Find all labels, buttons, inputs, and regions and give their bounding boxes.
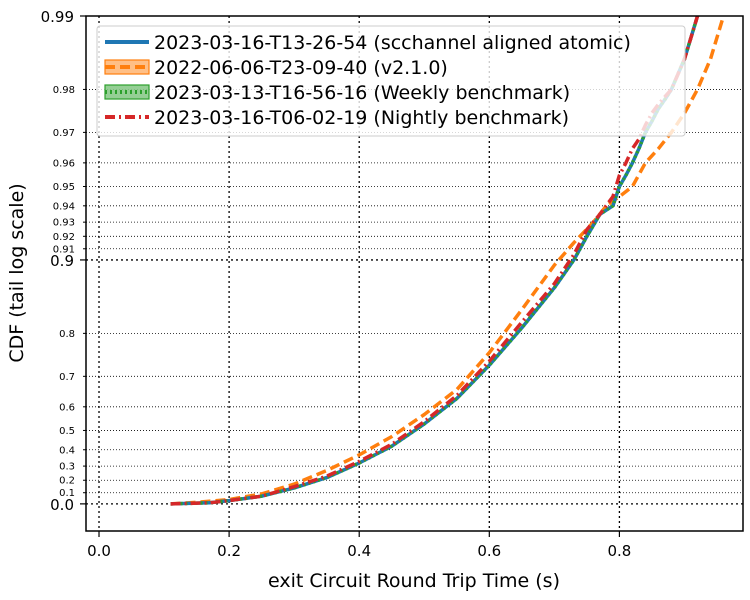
- y-minor-tick-label: 0.91: [53, 244, 75, 255]
- y-minor-tick-label: 0.95: [53, 182, 75, 193]
- y-minor-tick-label: 0.92: [53, 232, 75, 243]
- legend-label: 2023-03-16-T13-26-54 (scchannel aligned …: [154, 32, 631, 54]
- y-minor-tick-label: 0.96: [53, 158, 75, 169]
- y-major-tick-label: 0.9: [50, 252, 74, 270]
- x-tick-label: 0.4: [347, 542, 371, 560]
- x-tick-label: 0.0: [87, 542, 111, 560]
- legend-box: [96, 25, 686, 137]
- y-minor-tick-label: 0.2: [59, 476, 75, 487]
- x-tick-label: 0.6: [477, 542, 501, 560]
- legend: 2023-03-16-T13-26-54 (scchannel aligned …: [96, 25, 686, 137]
- y-minor-tick-label: 0.3: [59, 462, 75, 473]
- y-axis-title: CDF (tail log scale): [6, 183, 28, 362]
- y-minor-tick-label: 0.6: [59, 402, 75, 413]
- x-axis-title: exit Circuit Round Trip Time (s): [268, 570, 560, 592]
- plot-frame: [85, 15, 744, 532]
- legend-label: 2023-03-13-T16-56-16 (Weekly benchmark): [154, 82, 570, 104]
- y-major-tick-label: 0.0: [50, 496, 74, 514]
- y-minor-tick-label: 0.98: [53, 85, 75, 96]
- y-minor-tick-label: 0.97: [53, 128, 75, 139]
- y-minor-tick-label: 0.1: [59, 488, 75, 499]
- legend-label: 2023-03-16-T06-02-19 (Nightly benchmark): [154, 107, 569, 129]
- y-minor-tick-label: 0.7: [59, 372, 75, 383]
- legend-label: 2022-06-06-T23-09-40 (v2.1.0): [154, 57, 448, 79]
- y-minor-tick-label: 0.94: [53, 201, 75, 212]
- y-major-tick-label: 0.99: [41, 8, 74, 26]
- y-minor-tick-label: 0.8: [59, 329, 75, 340]
- y-minor-tick-label: 0.93: [53, 218, 75, 229]
- axis-ticks: 0.0 0.2 0.4 0.6 0.80.10.20.30.40.50.60.70.80…: [41, 8, 632, 560]
- x-tick-label: 0.2: [217, 542, 241, 560]
- x-tick-label: 0.8: [607, 542, 631, 560]
- y-minor-tick-label: 0.5: [59, 426, 75, 437]
- y-minor-tick-label: 0.4: [59, 445, 75, 456]
